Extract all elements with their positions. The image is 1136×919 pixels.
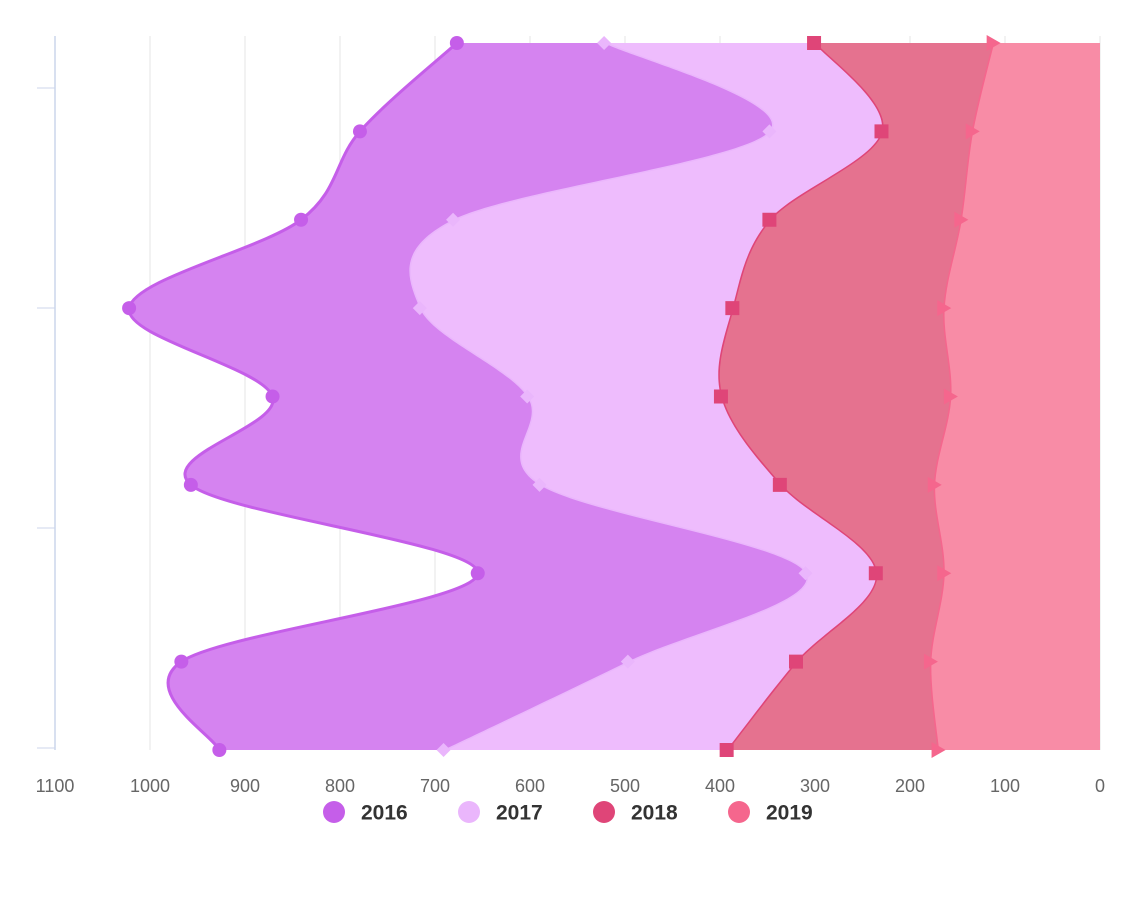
marker [412, 301, 427, 316]
marker [874, 124, 889, 139]
legend-item[interactable]: 2016 [323, 801, 408, 825]
marker [986, 35, 1001, 51]
marker [937, 565, 952, 582]
marker [807, 36, 822, 50]
marker [352, 124, 367, 139]
x-tick-label: 200 [895, 776, 925, 796]
marker [597, 36, 612, 50]
x-tick-label: 300 [800, 776, 830, 796]
legend-label: 2017 [496, 802, 543, 825]
marker [532, 477, 547, 492]
marker [927, 476, 942, 493]
legend-label: 2019 [766, 802, 813, 825]
marker [520, 389, 535, 404]
area [128, 43, 807, 750]
line [127, 41, 480, 751]
marker [174, 654, 189, 669]
legend-item[interactable]: 2019 [728, 801, 813, 825]
legend-item[interactable]: 2017 [458, 801, 543, 825]
marker [470, 566, 485, 581]
marker [868, 566, 883, 581]
x-tick-label: 700 [420, 776, 450, 796]
legend-symbol [593, 801, 615, 823]
marker [183, 477, 198, 492]
marker [294, 212, 309, 227]
marker [265, 389, 280, 404]
marker [954, 211, 969, 228]
legend-symbol [728, 801, 750, 823]
marker [122, 301, 137, 316]
x-tick-label: 1100 [36, 776, 75, 796]
marker [762, 212, 777, 227]
marker [931, 742, 946, 758]
marker [772, 477, 787, 492]
marker [923, 653, 938, 670]
legend-symbol [323, 801, 345, 823]
legend-label: 2018 [631, 802, 678, 825]
marker [762, 124, 777, 139]
marker [436, 743, 451, 757]
legend-item[interactable]: 2018 [593, 801, 678, 825]
marker [719, 743, 734, 757]
marker [965, 123, 980, 140]
x-tick-label: 0 [1095, 776, 1105, 796]
x-tick-label: 500 [610, 776, 640, 796]
area [718, 43, 993, 750]
marker [446, 212, 461, 227]
marker [937, 300, 952, 317]
legend-symbol [458, 801, 480, 823]
marker [798, 566, 813, 581]
markers [122, 35, 1001, 758]
x-tick-label: 900 [230, 776, 260, 796]
marker [713, 389, 728, 404]
marker [789, 654, 803, 669]
marker [620, 654, 635, 669]
x-tick-label: 800 [325, 776, 355, 796]
marker [212, 743, 227, 757]
x-tick-label: 100 [990, 776, 1020, 796]
marker [943, 388, 958, 405]
legend-label: 2016 [361, 802, 408, 825]
marker [449, 36, 464, 50]
x-tick-label: 1000 [130, 776, 170, 796]
marker [725, 301, 740, 316]
area [929, 43, 1100, 750]
x-tick-label: 600 [515, 776, 545, 796]
x-tick-label: 400 [705, 776, 735, 796]
